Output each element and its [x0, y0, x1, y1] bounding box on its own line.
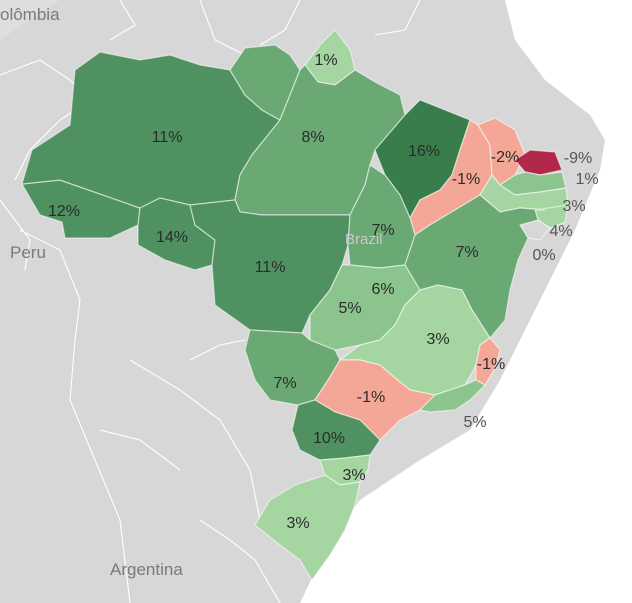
state-label-PR: 10%: [313, 430, 345, 447]
state-label-SC: 3%: [342, 467, 365, 484]
state-label-GO: 5%: [338, 300, 361, 317]
state-label-TO: 7%: [371, 222, 394, 239]
states-layer: [21, 29, 569, 582]
state-label-PB: 1%: [575, 171, 598, 188]
neighbor-borders: [0, 0, 420, 603]
state-ES[interactable]: [475, 337, 501, 386]
country-label-colombia: olômbia: [0, 5, 60, 24]
state-label-AL: 4%: [549, 223, 572, 240]
state-label-MG: 3%: [426, 331, 449, 348]
state-label-AP: 1%: [314, 52, 337, 69]
state-label-MT: 11%: [255, 259, 286, 276]
state-RJ[interactable]: [418, 379, 486, 413]
state-label-RJ: 5%: [463, 414, 486, 431]
country-label-peru: Peru: [10, 243, 46, 262]
state-label-ES: -1%: [477, 356, 505, 373]
state-label-RS: 3%: [286, 515, 309, 532]
state-label-AM: 11%: [152, 129, 183, 146]
state-label-RN: -9%: [564, 150, 592, 167]
state-label-AC: 12%: [48, 203, 80, 220]
state-label-CE: -2%: [491, 149, 519, 166]
state-label-SE: 0%: [532, 247, 555, 264]
state-label-BA: 7%: [455, 244, 478, 261]
country-label-brazil: Brazil: [345, 231, 383, 248]
state-label-PI: -1%: [452, 171, 480, 188]
state-labels: 12% 11% 1% 8% 14% 11% 16% -1% -2% -9% 1%…: [48, 52, 599, 532]
state-label-DF: 6%: [371, 281, 394, 298]
state-RS[interactable]: [254, 474, 361, 582]
state-label-RO: 14%: [156, 229, 188, 246]
state-label-PE: 3%: [562, 198, 585, 215]
state-label-SP: -1%: [357, 389, 385, 406]
state-label-MS: 7%: [273, 375, 296, 392]
country-label-argentina: Argentina: [110, 560, 183, 579]
state-label-PA: 8%: [301, 129, 324, 146]
state-label-MA: 16%: [408, 143, 440, 160]
